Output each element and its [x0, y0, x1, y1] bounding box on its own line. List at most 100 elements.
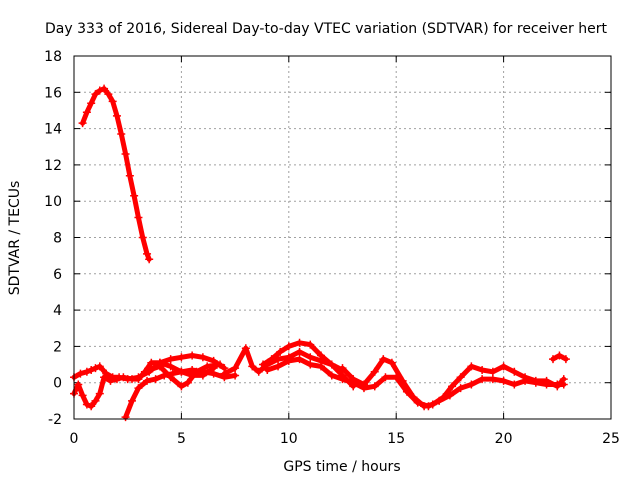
data-point — [192, 367, 201, 376]
data-point — [220, 369, 229, 378]
data-point — [306, 353, 315, 362]
data-point — [398, 376, 407, 385]
data-point — [553, 382, 562, 391]
data-point — [521, 373, 530, 382]
data-point — [100, 84, 109, 93]
data-point — [134, 375, 143, 384]
data-point — [428, 400, 437, 409]
chart-title: Day 333 of 2016, Sidereal Day-to-day VTE… — [45, 21, 607, 37]
x-tick-labels: 0 5 10 15 20 25 — [70, 431, 620, 447]
plot-frame — [73, 55, 612, 420]
x-tick-label: 20 — [495, 431, 513, 447]
y-tick-label: 4 — [53, 303, 62, 319]
data-point — [549, 355, 558, 364]
data-point — [478, 375, 487, 384]
data-point — [91, 364, 100, 373]
data-point — [134, 384, 143, 393]
data-point — [138, 233, 147, 242]
data-point — [203, 362, 212, 371]
y-tick-label: 10 — [44, 194, 62, 210]
y-tick-label: 0 — [53, 376, 62, 392]
data-point — [295, 347, 304, 356]
data-point — [198, 353, 207, 362]
data-point — [359, 380, 368, 389]
series-line — [80, 86, 152, 262]
data-point — [284, 342, 293, 351]
data-point — [87, 365, 96, 374]
data-point — [130, 191, 139, 200]
data-point — [448, 382, 457, 391]
data-point — [327, 360, 336, 369]
data-point — [254, 367, 263, 376]
data-point — [119, 373, 128, 382]
data-point — [370, 367, 379, 376]
data-point — [166, 355, 175, 364]
data-point — [112, 375, 121, 384]
y-tick-labels: -2 0 2 4 6 8 10 12 14 16 18 — [44, 49, 62, 428]
series-arc-i — [549, 351, 570, 364]
data-point — [439, 393, 448, 402]
data-point — [267, 355, 276, 364]
data-point — [216, 360, 225, 369]
data-point — [488, 375, 497, 384]
data-point — [467, 380, 476, 389]
data-point — [370, 382, 379, 391]
data-point — [143, 376, 152, 385]
data-point — [349, 375, 358, 384]
y-tick-label: 12 — [44, 158, 62, 174]
data-point — [420, 402, 429, 411]
data-point — [100, 373, 109, 382]
data-point — [117, 130, 126, 139]
data-point — [338, 364, 347, 373]
data-point — [145, 365, 154, 374]
data-point — [542, 376, 551, 385]
data-point — [284, 356, 293, 365]
data-point — [561, 355, 570, 364]
y-tick-label: 14 — [44, 122, 62, 138]
y-tick-label: 8 — [53, 231, 62, 247]
data-point — [95, 86, 104, 95]
data-point — [134, 213, 143, 222]
data-point — [151, 375, 160, 384]
data-point — [78, 119, 87, 128]
data-point — [317, 351, 326, 360]
y-tick-label: 16 — [44, 85, 62, 101]
data-point — [478, 365, 487, 374]
data-point — [127, 396, 136, 405]
x-tick-label: 5 — [177, 431, 186, 447]
data-point — [121, 413, 130, 422]
data-point — [317, 362, 326, 371]
data-point — [456, 384, 465, 393]
data-point — [488, 367, 497, 376]
data-point — [306, 340, 315, 349]
data-point — [177, 367, 186, 376]
data-point — [91, 90, 100, 99]
data-point — [559, 375, 568, 384]
series-line — [146, 362, 223, 389]
data-point — [259, 360, 268, 369]
data-point — [87, 402, 96, 411]
data-point — [499, 362, 508, 371]
series-arc-f — [259, 338, 347, 374]
data-point — [82, 108, 91, 117]
data-point — [82, 367, 91, 376]
y-tick-label: 2 — [53, 339, 62, 355]
data-point — [276, 347, 285, 356]
grid-lines — [74, 56, 611, 419]
data-point — [95, 362, 104, 371]
data-point — [295, 355, 304, 364]
data-point — [327, 371, 336, 380]
data-point — [241, 344, 250, 353]
data-point — [387, 358, 396, 367]
data-point — [87, 99, 96, 108]
data-point — [263, 365, 272, 374]
data-point — [125, 171, 134, 180]
y-tick-label: -2 — [48, 412, 62, 428]
data-point — [145, 255, 154, 264]
series-arc-c — [121, 365, 240, 422]
data-point — [295, 338, 304, 347]
data-point — [231, 371, 240, 380]
data-point — [177, 382, 186, 391]
data-point — [510, 380, 519, 389]
